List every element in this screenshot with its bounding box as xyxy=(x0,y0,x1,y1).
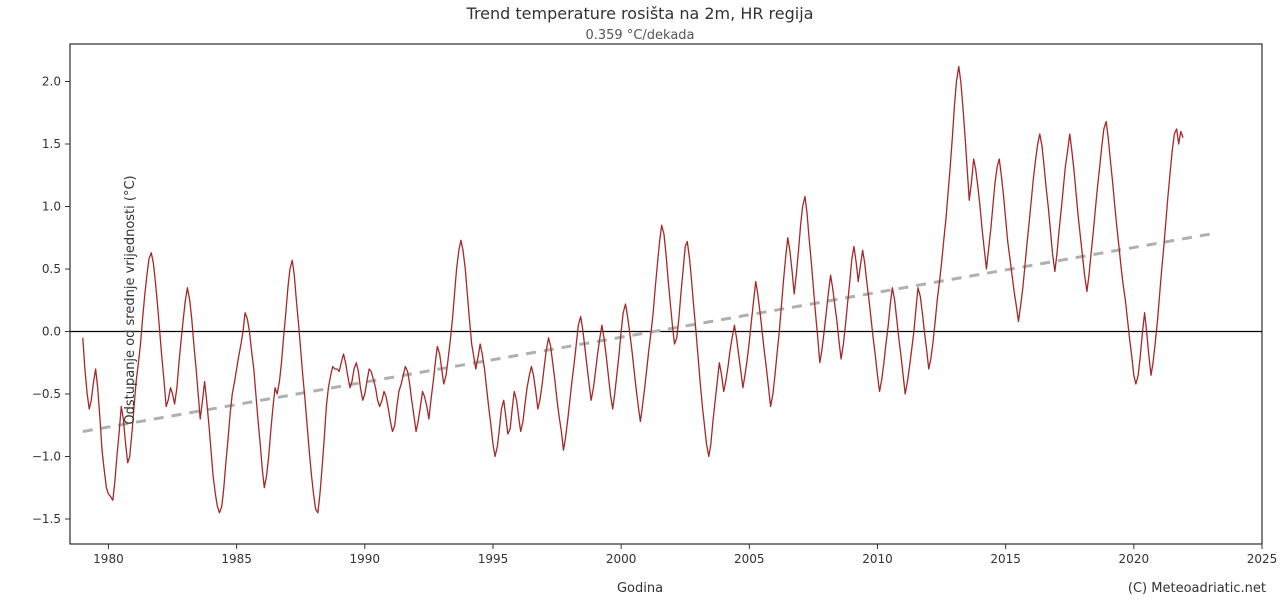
svg-text:0.5: 0.5 xyxy=(42,262,61,276)
chart-container: Trend temperature rosišta na 2m, HR regi… xyxy=(0,0,1280,600)
svg-text:−1.0: −1.0 xyxy=(32,450,61,464)
svg-text:2005: 2005 xyxy=(734,552,765,566)
svg-text:1980: 1980 xyxy=(93,552,124,566)
line-chart: 1980 1985 1990 1995 2000 2005 2010 2015 2020 2025… xyxy=(0,0,1280,600)
svg-text:0.0: 0.0 xyxy=(42,325,61,339)
chart-subtitle: 0.359 °C/dekada xyxy=(0,28,1280,43)
svg-text:1995: 1995 xyxy=(478,552,509,566)
svg-text:1990: 1990 xyxy=(350,552,381,566)
svg-text:1.5: 1.5 xyxy=(42,137,61,151)
svg-text:2025: 2025 xyxy=(1247,552,1278,566)
y-axis-label: Odstupanje od srednje vrijednosti (°C) xyxy=(123,175,138,424)
svg-text:2015: 2015 xyxy=(990,552,1021,566)
credit-label: (C) Meteoadriatic.net xyxy=(1128,581,1266,596)
svg-text:−0.5: −0.5 xyxy=(32,387,61,401)
svg-text:1.0: 1.0 xyxy=(42,200,61,214)
svg-text:2000: 2000 xyxy=(606,552,637,566)
svg-text:2010: 2010 xyxy=(862,552,893,566)
chart-title: Trend temperature rosišta na 2m, HR regi… xyxy=(0,4,1280,23)
svg-text:2.0: 2.0 xyxy=(42,75,61,89)
svg-text:−1.5: −1.5 xyxy=(32,512,61,526)
svg-text:1985: 1985 xyxy=(221,552,252,566)
x-axis-label: Godina xyxy=(0,581,1280,596)
svg-text:2020: 2020 xyxy=(1119,552,1150,566)
